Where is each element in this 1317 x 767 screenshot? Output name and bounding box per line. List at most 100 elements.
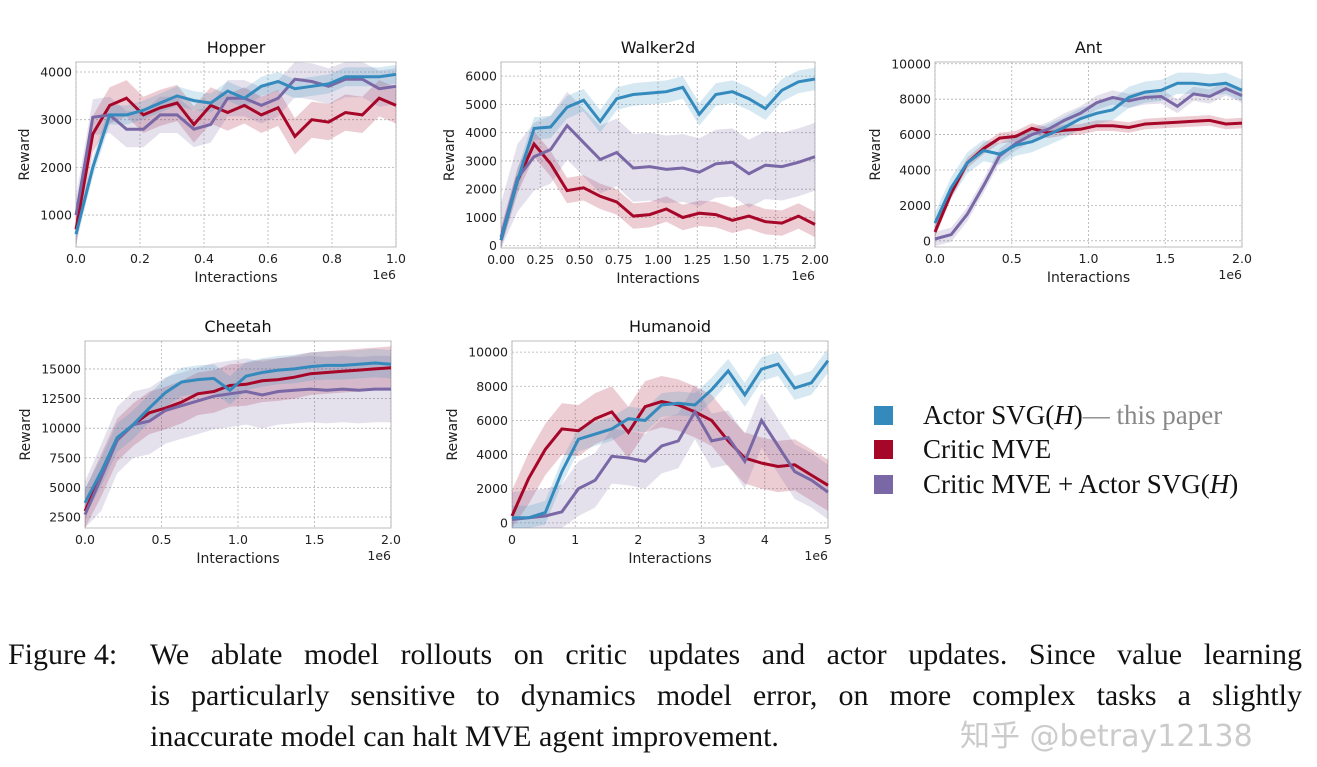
y-tick-label: 8000	[476, 379, 508, 394]
legend-item-actor-svg: Actor SVG(H) — this paper	[874, 398, 1238, 433]
caption-line: inaccurate model can halt MVE agent impr…	[150, 720, 779, 753]
x-axis-offset-label: 1e6	[804, 548, 828, 563]
y-tick-label: 2000	[899, 198, 931, 213]
y-tick-label: 5000	[49, 480, 81, 495]
x-tick-label: 1.25	[683, 252, 711, 267]
y-tick-label: 7500	[49, 450, 81, 465]
x-tick-label: 1.50	[723, 252, 751, 267]
x-axis-label: Interactions	[628, 551, 711, 567]
x-tick-label: 0.5	[1002, 251, 1022, 266]
confidence-band-critic_mve	[512, 376, 828, 528]
x-axis-offset-label: 1e6	[791, 268, 815, 283]
x-tick-label: 1	[571, 532, 579, 547]
series-line-both	[934, 86, 1243, 241]
y-tick-label: 0	[500, 515, 508, 530]
x-tick-label: 1.00	[644, 252, 672, 267]
x-axis-label: Interactions	[194, 270, 277, 286]
x-axis-offset-label: 1e6	[367, 548, 391, 563]
legend-note: — this paper	[1082, 399, 1223, 430]
x-tick-label: 0.6	[258, 251, 278, 266]
chart-title: Hopper	[207, 38, 266, 57]
figure-caption: Figure 4: We ablate model rollouts on cr…	[8, 634, 1302, 757]
chart-title: Cheetah	[204, 317, 271, 336]
series-line-actor_svg	[933, 81, 1243, 224]
x-tick-label: 2.00	[801, 252, 829, 267]
series-line-both	[511, 408, 829, 521]
x-tick-label: 0	[508, 532, 516, 547]
y-axis-label: Reward	[445, 408, 461, 460]
y-tick-label: 2000	[476, 481, 508, 496]
x-tick-label: 0.0	[925, 251, 945, 266]
x-tick-label: 1.5	[1155, 251, 1175, 266]
x-tick-label: 0.2	[130, 251, 150, 266]
y-tick-label: 4000	[465, 125, 497, 140]
x-tick-label: 1.5	[305, 532, 325, 547]
x-tick-label: 3	[698, 532, 706, 547]
confidence-band-actor_svg	[501, 67, 815, 248]
y-tick-label: 10000	[468, 345, 508, 360]
confidence-band-critic_mve	[85, 346, 391, 528]
y-tick-label: 2500	[49, 509, 81, 524]
x-tick-label: 0.50	[566, 252, 594, 267]
x-tick-label: 0.4	[194, 251, 214, 266]
caption-line: is particularly sensitive to dynamics mo…	[150, 679, 1302, 712]
x-tick-label: 0.25	[526, 252, 554, 267]
chart-cheetah: 0.0 0.5 1.0 1.5 2.0 2500 5000 7500 10000 12500 150…	[18, 317, 401, 567]
legend-swatch	[874, 405, 893, 425]
y-axis-label: Reward	[868, 128, 884, 180]
y-axis-label: Reward	[17, 128, 33, 180]
confidence-band-both	[85, 355, 391, 528]
x-tick-label: 1.0	[386, 251, 406, 266]
x-tick-label: 2	[634, 532, 642, 547]
y-tick-label: 2000	[465, 182, 497, 197]
x-tick-label: 0.00	[487, 252, 515, 267]
series-line-critic_mve	[933, 118, 1243, 233]
x-tick-label: 0.0	[66, 251, 86, 266]
legend-swatch	[874, 474, 893, 494]
confidence-band-actor_svg	[85, 348, 391, 517]
legend-label-italic: H	[1054, 399, 1074, 430]
series-line-critic_mve	[74, 96, 397, 230]
chart-hopper: 0.0 0.2 0.4 0.6 0.8 1.0 1000 2000 3000 4000 Hopper…	[17, 38, 406, 286]
y-tick-label: 6000	[476, 413, 508, 428]
chart-ant: 0.0 0.5 1.0 1.5 2.0 0 2000 4000 6000 8000 10000 Ant…	[868, 38, 1252, 286]
y-tick-label: 1000	[465, 210, 497, 225]
y-tick-label: 8000	[899, 92, 931, 107]
figure-charts: 0.0 0.2 0.4 0.6 0.8 1.01000200030004000Hopper…	[17, 38, 1252, 567]
watermark: 知乎 @betray12138	[960, 719, 1253, 754]
y-axis-label: Reward	[442, 129, 458, 181]
y-tick-label: 3000	[465, 153, 497, 168]
legend-item-both: Critic MVE + Actor SVG(H)	[874, 467, 1238, 502]
x-tick-label: 2.0	[381, 532, 401, 547]
y-tick-label: 6000	[899, 127, 931, 142]
y-tick-label: 4000	[40, 65, 72, 80]
y-tick-label: 0	[489, 238, 497, 253]
series-line-actor_svg	[499, 77, 816, 241]
plot-area	[75, 61, 397, 248]
x-axis-label: Interactions	[1047, 270, 1130, 286]
confidence-band-both	[501, 91, 815, 248]
plot-area	[511, 340, 829, 529]
y-tick-label: 5000	[465, 97, 497, 112]
chart-title: Ant	[1075, 38, 1102, 57]
x-tick-label: 0.5	[152, 532, 172, 547]
y-tick-label: 3000	[40, 112, 72, 127]
x-tick-label: 0.0	[75, 532, 95, 547]
x-axis-label: Interactions	[616, 271, 699, 287]
legend-label: Critic MVE	[923, 434, 1052, 465]
legend-label: Actor SVG(	[923, 399, 1055, 430]
chart-title: Walker2d	[621, 38, 696, 57]
legend-label-italic: H	[1209, 468, 1230, 499]
y-tick-label: 2000	[40, 160, 72, 175]
legend-swatch	[874, 440, 893, 460]
chart-humanoid: 0 1 2 3 4 5 0 2000 4000 6000 8000 10000 Humanoid Inte…	[445, 317, 832, 567]
legend-label: Critic MVE + Actor SVG(	[923, 468, 1210, 499]
y-tick-label: 4000	[899, 162, 931, 177]
x-tick-label: 0.8	[322, 251, 342, 266]
y-tick-label: 0	[923, 233, 931, 248]
series-line-both	[74, 77, 397, 216]
caption-line: We ablate model rollouts on critic updat…	[150, 638, 1302, 671]
x-axis-offset-label: 1e6	[372, 267, 396, 282]
confidence-band-actor_svg	[512, 348, 828, 528]
y-tick-label: 12500	[41, 391, 81, 406]
